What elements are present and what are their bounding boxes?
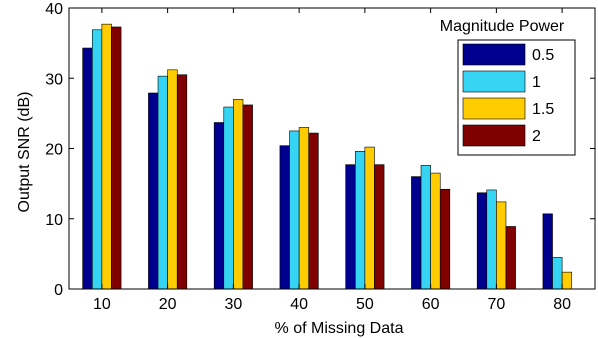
bar-30-1_5 [233, 99, 244, 290]
bar-40-2 [308, 132, 319, 290]
x-axis-title: % of Missing Data [275, 320, 404, 337]
y-tick-label: 40 [45, 1, 63, 18]
x-tick-label: 30 [224, 296, 242, 313]
y-tick-label: 0 [54, 282, 63, 299]
bar-30-2 [242, 104, 253, 290]
legend-label: 2 [532, 128, 541, 145]
legend-label: 1 [532, 74, 541, 91]
x-axis-ticks: 10 20 30 40 50 60 70 80 [93, 8, 571, 313]
plot-area [68, 7, 596, 290]
x-tick-label: 80 [553, 296, 571, 313]
bar-10-2 [111, 26, 122, 290]
bar-80-1 [552, 257, 563, 290]
legend-label: 1.5 [532, 101, 554, 118]
bar-60-1_5 [430, 172, 441, 290]
bar-70-0_5 [476, 192, 488, 290]
bar-80-1_5 [561, 271, 573, 290]
y-axis-ticks: 0 10 20 30 40 [45, 1, 595, 299]
bar-20-2 [176, 74, 188, 290]
x-tick-label: 20 [159, 296, 177, 313]
bar-50-2 [374, 164, 385, 290]
x-tick-label: 40 [290, 296, 308, 313]
bar-60-0_5 [411, 176, 422, 290]
bar-20-1 [157, 75, 168, 290]
bar-50-1 [354, 151, 366, 290]
y-tick-label: 10 [45, 212, 63, 229]
bar-20-0_5 [148, 92, 159, 290]
y-axis-title: Output SNR (dB) [16, 92, 33, 213]
legend-title: Magnitude Power [440, 18, 565, 35]
y-tick-label: 20 [45, 142, 63, 159]
bar-70-1_5 [496, 201, 507, 290]
legend-swatch-1 [462, 70, 526, 93]
bar-40-0_5 [279, 145, 290, 290]
bar-80-0_5 [542, 213, 553, 290]
bar-70-1 [486, 189, 497, 290]
legend: Magnitude Power 0.5 1 1.5 2 [440, 18, 576, 156]
bar-20-1_5 [167, 69, 178, 290]
x-tick-label: 50 [356, 296, 374, 313]
bar-10-0_5 [82, 47, 93, 290]
y-tick-label: 30 [45, 71, 63, 88]
bar-10-1_5 [101, 23, 112, 290]
legend-swatch-0_5 [462, 43, 526, 66]
legend-swatch-1_5 [462, 97, 526, 120]
bar-60-2 [439, 188, 451, 290]
bar-50-0_5 [345, 164, 356, 290]
x-tick-label: 70 [487, 296, 505, 313]
bar-30-1 [223, 106, 234, 290]
x-tick-label: 60 [422, 296, 440, 313]
bar-40-1 [289, 130, 300, 290]
legend-label: 0.5 [532, 47, 554, 64]
x-tick-label: 10 [93, 296, 111, 313]
bar-10-1 [91, 29, 103, 290]
bar-40-1_5 [298, 127, 310, 290]
bar-30-0_5 [213, 122, 225, 290]
bar-60-1 [420, 165, 431, 290]
bar-50-1_5 [364, 146, 375, 290]
bar-70-2 [505, 226, 516, 290]
legend-swatch-2 [462, 124, 526, 147]
